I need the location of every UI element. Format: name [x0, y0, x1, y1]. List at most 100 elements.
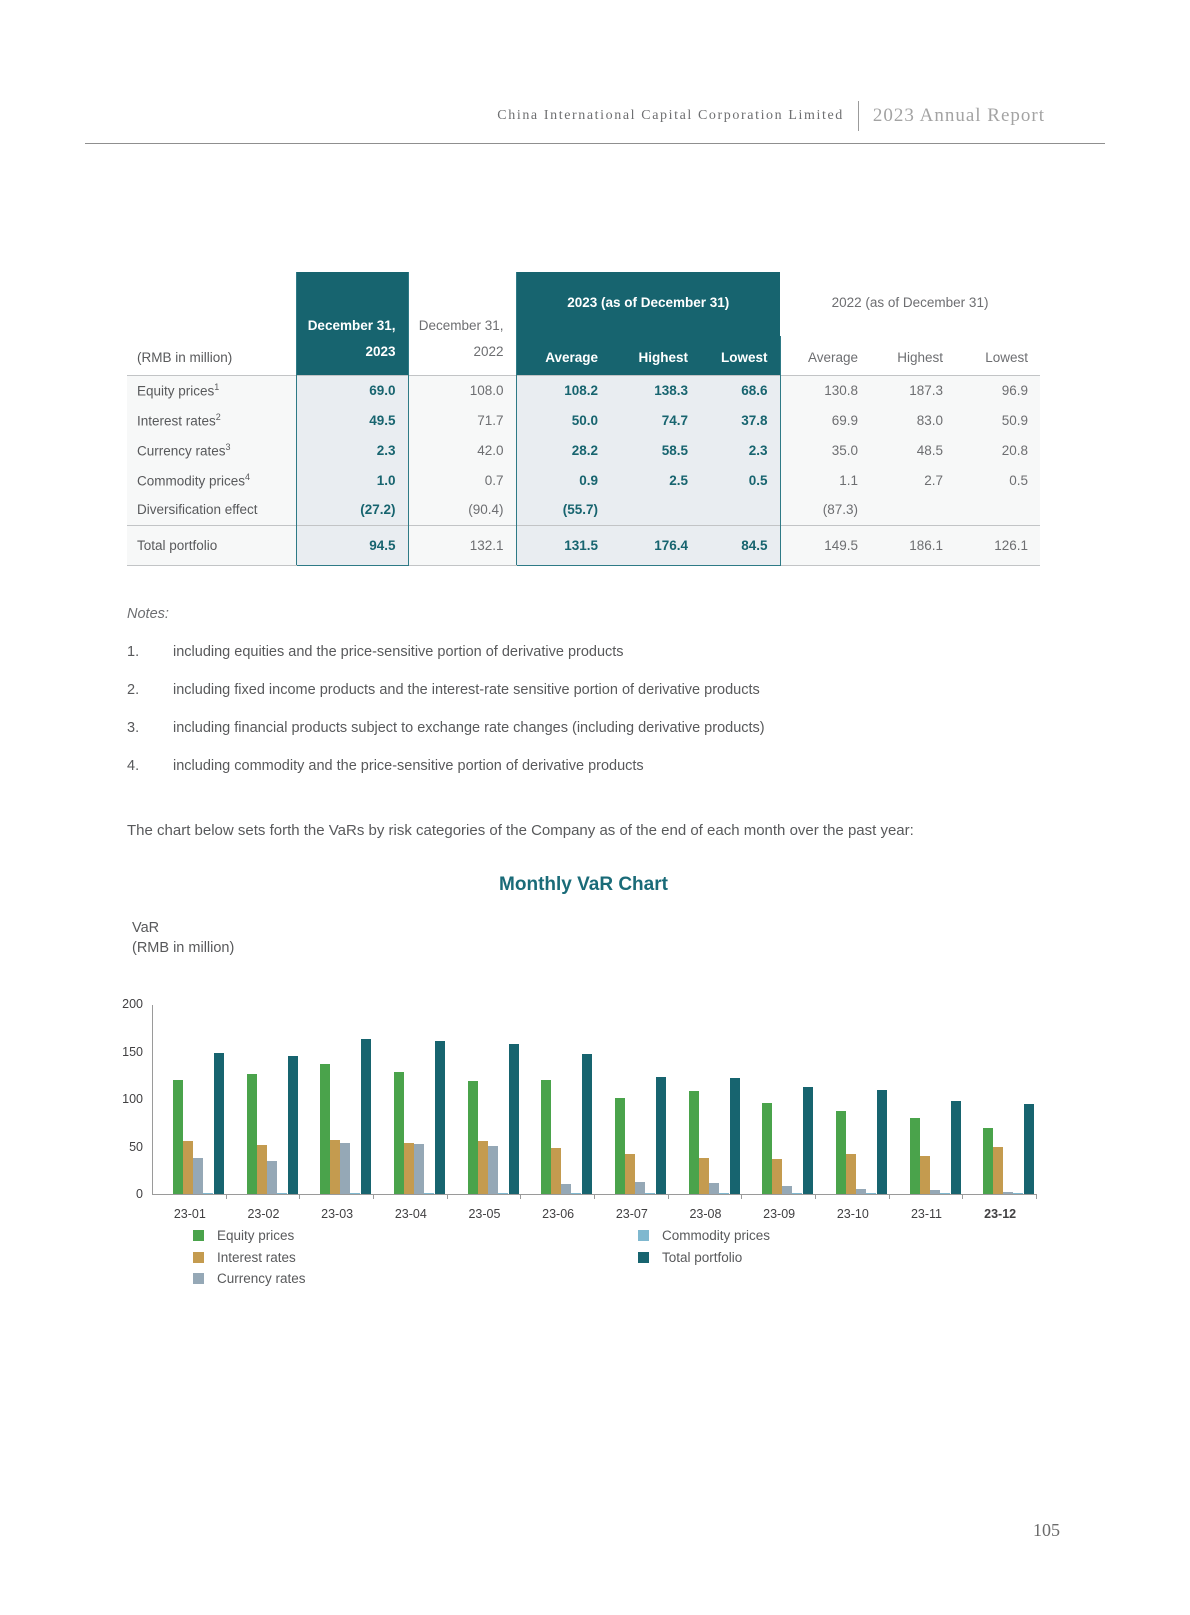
- x-axis-tick: [373, 1194, 374, 1199]
- chart-plot: 0 50 100 150 200 23-01 23-02 23-03 23-04 23-05 23-…: [122, 997, 1037, 1221]
- chart-bar-currency-rates: [635, 1182, 645, 1194]
- legend-label: Total portfolio: [662, 1249, 743, 1265]
- cell-value: 0.5: [955, 465, 1041, 495]
- cell-value: 49.5: [295, 405, 409, 435]
- chart-bar-interest-rates: [993, 1147, 1004, 1194]
- chart-bar-total-portfolio: [1024, 1104, 1035, 1194]
- cell-value: 74.7: [610, 405, 700, 435]
- cell-value: 68.6: [700, 374, 781, 405]
- chart-bar-currency-rates: [856, 1189, 866, 1194]
- chart-bar-equity-prices: [983, 1128, 994, 1194]
- chart-bar-commodity-prices: [718, 1193, 729, 1194]
- x-axis-tick: [520, 1194, 522, 1199]
- legend-label: Currency rates: [217, 1271, 306, 1286]
- var-table: (RMB in million) December 31, 2023 Decem…: [127, 272, 1041, 566]
- cell-value: 58.5: [610, 435, 700, 465]
- chart-bar-currency-rates: [340, 1143, 351, 1194]
- x-axis-tick: [446, 1194, 448, 1199]
- x-axis-label: 23-01: [173, 1207, 206, 1221]
- legend-label: Interest rates: [217, 1249, 296, 1265]
- cell-value: 71.7: [408, 405, 516, 435]
- cell-value: 69.0: [295, 374, 409, 405]
- chart-bar-equity-prices: [173, 1080, 183, 1194]
- chart-bar-commodity-prices: [1013, 1193, 1024, 1194]
- x-axis-tick: [962, 1194, 964, 1199]
- x-axis-label: 23-06: [542, 1207, 575, 1221]
- chart-bar-equity-prices: [467, 1081, 478, 1194]
- cell-value: 20.8: [955, 435, 1041, 465]
- chart-bar-commodity-prices: [571, 1193, 582, 1194]
- legend-item-commodity-prices: Commodity prices: [638, 1228, 770, 1243]
- note-item: 1. including equities and the price-sensi…: [127, 644, 624, 660]
- chart-bar-currency-rates: [561, 1184, 572, 1194]
- row-label: Equity prices1: [127, 374, 296, 405]
- chart-bar-interest-rates: [404, 1143, 414, 1194]
- chart-bar-interest-rates: [772, 1159, 783, 1194]
- x-axis-tick: [667, 1194, 669, 1199]
- cell-value: 126.1: [955, 524, 1041, 566]
- cell-value: 108.0: [408, 374, 516, 405]
- chart-bar-equity-prices: [836, 1111, 846, 1194]
- y-axis-tick-label: 50: [129, 1139, 143, 1154]
- cell-value: 50.9: [955, 405, 1041, 435]
- cell-value: 149.5: [780, 524, 871, 566]
- cell-value: 2.7: [870, 465, 956, 495]
- cell-value: 131.5: [515, 524, 610, 566]
- cell-value: [610, 495, 700, 525]
- y-axis-title: VaR (RMB in million): [132, 920, 235, 956]
- chart-bar-total-portfolio: [582, 1054, 593, 1194]
- chart-bar-total-portfolio: [435, 1041, 445, 1194]
- x-axis-tick: [815, 1194, 816, 1199]
- cell-value: 28.2: [515, 435, 610, 465]
- cell-value: 96.9: [955, 374, 1041, 405]
- sub-header-average-2023: Average: [515, 336, 610, 375]
- x-axis-label: 23-02: [247, 1207, 280, 1221]
- cell-value: 42.0: [408, 435, 516, 465]
- cell-value: 187.3: [870, 374, 956, 405]
- cell-value: 50.0: [515, 405, 610, 435]
- table-row: Equity prices1 69.0 108.0 108.2 138.3 68.6 130…: [127, 374, 1041, 405]
- chart-bar-equity-prices: [615, 1098, 625, 1194]
- chart-bar-interest-rates: [183, 1141, 193, 1194]
- legend-item-interest-rates: Interest rates: [193, 1250, 296, 1265]
- x-axis-label: 23-08: [689, 1207, 722, 1221]
- table-row: Commodity prices4 1.0 0.7 0.9 2.5 0.5 1.1 2.7 0.…: [127, 465, 1041, 495]
- legend-swatch-icon: [638, 1230, 649, 1241]
- cell-value: [870, 495, 956, 525]
- row-label: Interest rates2: [127, 405, 296, 435]
- y-axis-tick-label: 0: [136, 1187, 143, 1201]
- cell-value: 132.1: [408, 524, 516, 566]
- x-axis-tick: [888, 1194, 890, 1199]
- chart-bar-currency-rates: [1003, 1192, 1014, 1194]
- cell-value: 69.9: [780, 405, 871, 435]
- x-axis-tick: [594, 1194, 595, 1199]
- chart-bar-total-portfolio: [803, 1087, 814, 1194]
- cell-value: (55.7): [515, 495, 610, 525]
- cell-value: 37.8: [700, 405, 781, 435]
- x-axis-tick: [741, 1194, 743, 1199]
- cell-value: 1.0: [295, 465, 409, 495]
- report-title: 2023 Annual Report: [872, 105, 1045, 126]
- row-label: Diversification effect: [127, 495, 296, 525]
- sub-header-highest-2022: Highest: [897, 349, 944, 365]
- chart-bar-currency-rates: [193, 1158, 203, 1194]
- sub-header-lowest-2022: Lowest: [985, 349, 1029, 365]
- x-axis-label: 23-03: [321, 1207, 354, 1221]
- chart-title: Monthly VaR Chart: [499, 874, 668, 895]
- chart-bar-commodity-prices: [276, 1193, 287, 1194]
- chart-bar-commodity-prices: [203, 1193, 213, 1194]
- chart-bar-interest-rates: [919, 1156, 930, 1194]
- table-row: Diversification effect (27.2) (90.4) (55.7)…: [127, 495, 1041, 525]
- cell-value: 186.1: [870, 524, 956, 566]
- table-row-total: Total portfolio 94.5 132.1 131.5 176.4 84.5 14…: [127, 524, 1041, 566]
- chart-bar-interest-rates: [846, 1154, 856, 1194]
- chart-bar-total-portfolio: [729, 1078, 740, 1194]
- chart-bar-commodity-prices: [866, 1193, 876, 1194]
- cell-value: 94.5: [295, 524, 409, 566]
- header-rule: [85, 143, 1105, 144]
- chart-bar-interest-rates: [330, 1140, 341, 1194]
- cell-value: 0.9: [515, 465, 610, 495]
- notes-list: 1. including equities and the price-sensi…: [127, 644, 1067, 774]
- cell-value: 2.5: [610, 465, 700, 495]
